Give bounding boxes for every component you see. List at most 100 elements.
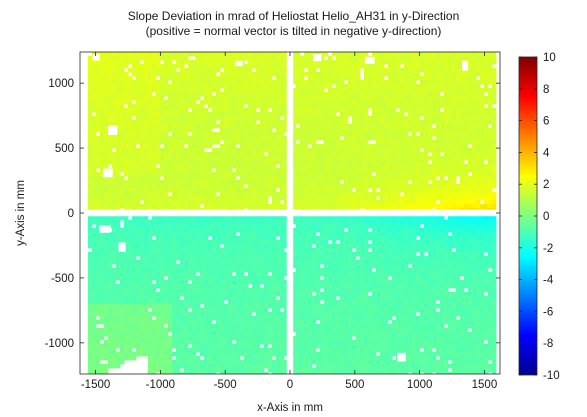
heat-cell [304,112,309,117]
heat-cell [308,56,313,61]
heat-cell [420,168,425,173]
heat-cell [204,128,209,133]
heat-cell [460,216,465,221]
heat-cell [452,152,457,157]
heat-cell [248,96,253,101]
heat-cell [140,196,145,201]
heat-cell [408,104,413,109]
heat-cell [440,172,445,177]
heat-cell [144,216,149,221]
heat-cell [404,236,409,241]
heat-cell [492,136,497,141]
heat-cell [336,188,341,193]
heat-cell [392,216,397,221]
heat-cell [88,136,93,141]
heat-cell [220,104,225,109]
heat-cell [104,108,109,113]
heat-cell [260,148,265,153]
heat-cell [352,92,357,97]
heat-cell [348,180,353,185]
heat-cell [492,72,497,77]
heat-cell [216,52,221,57]
heat-cell [404,192,409,197]
heat-cell [404,196,409,201]
heat-cell [164,64,169,69]
heat-cell [256,192,261,197]
heat-cell [212,120,217,125]
heat-cell [476,156,481,161]
heat-cell [476,136,481,141]
heat-cell [348,80,353,85]
heat-cell [324,232,329,237]
heat-cell [120,144,125,149]
heat-cell [292,148,297,153]
heat-cell [332,228,337,233]
heat-cell [244,144,249,149]
heat-cell [388,68,393,73]
heat-cell [372,220,377,225]
heat-cell [476,160,481,165]
heat-cell [140,224,145,229]
heat-cell [324,156,329,161]
heat-cell [368,88,373,93]
heat-cell [312,228,317,233]
heat-cell [212,172,217,177]
heat-cell [300,228,305,233]
heat-cell [464,84,469,89]
heat-cell [88,96,93,101]
heat-cell [212,64,217,69]
heat-cell [236,164,241,169]
heat-cell [464,76,469,81]
heat-cell [324,108,329,113]
heat-cell [352,176,357,181]
heat-cell [328,160,333,165]
heat-cell [208,168,213,173]
heat-cell [324,100,329,105]
heat-cell [400,56,405,61]
heat-cell [192,152,197,157]
heat-cell [308,108,313,113]
heat-cell [428,76,433,81]
heat-cell [128,128,133,133]
heat-cell [192,248,197,253]
heat-cell [284,216,289,221]
heat-cell [212,228,217,233]
heat-cell [464,104,469,109]
heat-cell [200,140,205,145]
heat-cell [208,64,213,69]
heat-cell [392,56,397,61]
heat-cell [200,192,205,197]
heat-cell [276,128,281,133]
heat-cell [436,64,441,69]
heat-cell [316,204,321,209]
heat-cell [420,144,425,149]
heat-cell [380,56,385,61]
heat-cell [348,188,353,193]
heat-cell [104,144,109,149]
heat-cell [440,176,445,181]
heat-cell [412,244,417,249]
heat-cell [152,152,157,157]
heat-cell [420,232,425,237]
heat-cell [468,92,473,97]
heat-cell [224,224,229,229]
heat-cell [184,220,189,225]
heat-cell [408,228,413,233]
heat-cell [380,148,385,153]
heat-cell [344,68,349,73]
heat-cell [160,204,165,209]
heat-cell [464,152,469,157]
heat-cell [332,120,337,125]
heat-cell [312,200,317,205]
heat-cell [232,156,237,161]
heat-cell [180,76,185,81]
heat-cell [456,100,461,105]
heat-cell [88,196,93,201]
heat-cell [376,116,381,121]
heat-cell [108,152,113,157]
heat-cell [292,196,297,201]
heat-cell [256,232,261,237]
heat-cell [132,220,137,225]
heat-cell [156,188,161,193]
heat-cell [380,128,385,133]
